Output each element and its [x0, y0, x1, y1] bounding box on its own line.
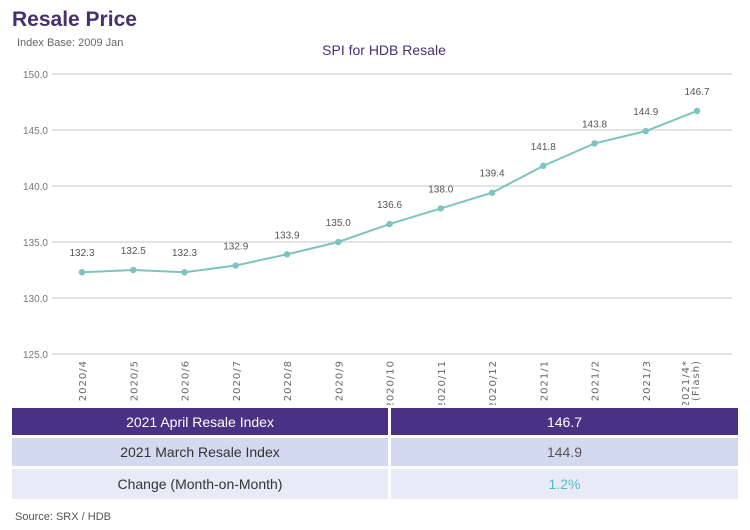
data-point [642, 127, 649, 135]
x-tick-label: 2020/7 [232, 360, 243, 401]
page-title: Resale Price [12, 8, 137, 31]
resale-price-chart: SPI for HDB Resale 125.0 130.0 135.0 140.0 14… [23, 42, 732, 405]
data-point [540, 162, 547, 170]
data-label: 132.9 [223, 242, 248, 253]
data-point [488, 189, 496, 196]
y-tick-label: 125.0 [23, 350, 48, 361]
row-label: Change (Month-on-Month) [12, 469, 388, 499]
y-tick-label: 145.0 [23, 126, 48, 137]
x-tick-label: 2020/8 [283, 360, 294, 401]
y-tick-label: 140.0 [23, 182, 48, 193]
data-point [283, 251, 291, 258]
chart-title: SPI for HDB Resale [322, 42, 446, 58]
row-label: 2021 April Resale Index [12, 408, 388, 435]
index-base: Index Base: 2009 Jan [17, 37, 124, 49]
x-tick-label: 2020/10 [386, 360, 397, 405]
table-row: 2021 April Resale Index 146.7 [12, 408, 738, 435]
data-point [386, 220, 393, 228]
x-tick-label: 2020/11 [437, 360, 448, 405]
x-tick-label: (Flash) [691, 360, 702, 401]
data-label: 146.7 [684, 87, 709, 98]
data-point [130, 266, 137, 274]
data-label: 143.8 [582, 119, 607, 130]
y-tick-label: 130.0 [23, 294, 48, 305]
x-tick-label: 2020/9 [334, 360, 345, 401]
x-tick-label: 2021/4* [681, 360, 692, 405]
data-label: 144.9 [633, 107, 658, 118]
data-label: 132.5 [121, 246, 146, 257]
data-label: 135.0 [326, 218, 351, 229]
data-label: 136.6 [377, 200, 402, 211]
change-value: 1.2% [391, 469, 738, 499]
x-tick-label: 2020/4 [78, 360, 89, 401]
data-label: 141.8 [531, 142, 556, 153]
data-point [335, 238, 342, 246]
data-label: 139.4 [479, 169, 504, 180]
source-note: Source: SRX / HDB [15, 511, 111, 523]
data-point [181, 269, 188, 276]
x-tick-label: 2020/6 [181, 360, 192, 401]
data-label: 133.9 [274, 230, 299, 241]
data-label: 138.0 [428, 184, 453, 195]
data-point [78, 269, 86, 276]
row-value: 146.7 [391, 408, 738, 435]
x-tick-label: 2021/3 [642, 360, 653, 401]
data-point [437, 205, 444, 212]
row-label: 2021 March Resale Index [12, 438, 388, 466]
x-tick-label: 2021/2 [591, 360, 602, 401]
y-tick-label: 150.0 [23, 70, 48, 81]
data-point [232, 262, 239, 269]
table-row: 2021 March Resale Index 144.9 [12, 438, 738, 466]
x-tick-label: 2020/5 [129, 360, 140, 401]
data-label: 132.3 [172, 248, 197, 259]
data-point [693, 107, 701, 115]
x-tick-label: 2020/12 [488, 360, 499, 405]
table-row: Change (Month-on-Month) 1.2% [12, 469, 738, 499]
row-value: 144.9 [391, 438, 738, 466]
y-tick-label: 135.0 [23, 238, 48, 249]
x-tick-label: 2021/1 [539, 360, 550, 401]
data-label: 132.3 [69, 248, 94, 259]
data-point [591, 140, 598, 147]
